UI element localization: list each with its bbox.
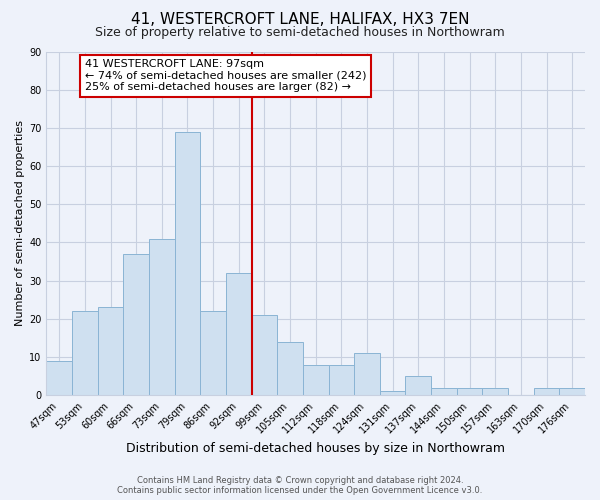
Text: 41, WESTERCROFT LANE, HALIFAX, HX3 7EN: 41, WESTERCROFT LANE, HALIFAX, HX3 7EN <box>131 12 469 28</box>
Bar <box>431 388 457 396</box>
Bar <box>46 361 72 396</box>
Bar <box>329 364 354 396</box>
Bar <box>124 254 149 396</box>
Bar <box>534 388 559 396</box>
Bar <box>149 238 175 396</box>
Bar <box>406 376 431 396</box>
Text: 41 WESTERCROFT LANE: 97sqm
← 74% of semi-detached houses are smaller (242)
25% o: 41 WESTERCROFT LANE: 97sqm ← 74% of semi… <box>85 59 367 92</box>
Bar <box>380 392 406 396</box>
Y-axis label: Number of semi-detached properties: Number of semi-detached properties <box>15 120 25 326</box>
Text: Size of property relative to semi-detached houses in Northowram: Size of property relative to semi-detach… <box>95 26 505 39</box>
X-axis label: Distribution of semi-detached houses by size in Northowram: Distribution of semi-detached houses by … <box>126 442 505 455</box>
Bar <box>72 311 98 396</box>
Text: Contains HM Land Registry data © Crown copyright and database right 2024.
Contai: Contains HM Land Registry data © Crown c… <box>118 476 482 495</box>
Bar <box>303 364 329 396</box>
Bar <box>482 388 508 396</box>
Bar <box>175 132 200 396</box>
Bar <box>251 315 277 396</box>
Bar <box>457 388 482 396</box>
Bar <box>277 342 303 396</box>
Bar <box>98 308 124 396</box>
Bar <box>226 273 251 396</box>
Bar <box>354 354 380 396</box>
Bar <box>559 388 585 396</box>
Bar <box>200 311 226 396</box>
